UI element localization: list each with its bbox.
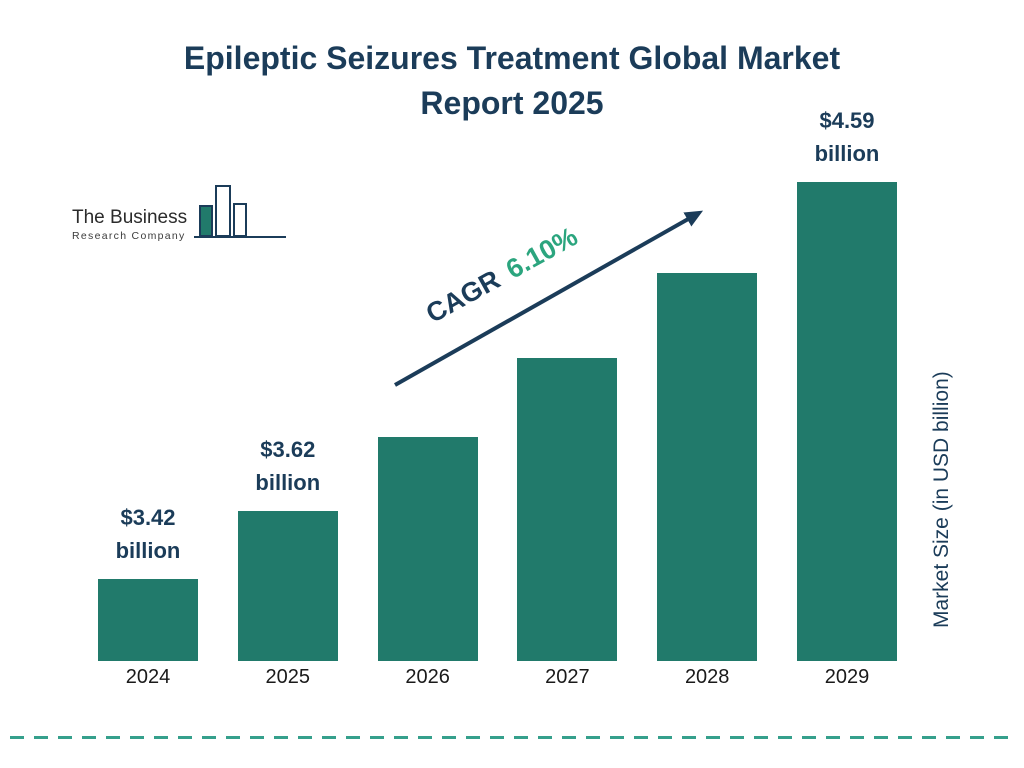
- logo-text: The Business Research Company: [72, 207, 187, 242]
- logo: The Business Research Company: [72, 180, 289, 242]
- x-tick-2026: 2026: [405, 666, 450, 688]
- bar-2028: [657, 273, 758, 661]
- logo-subname: Research Company: [72, 230, 186, 242]
- logo-bars-icon: [194, 185, 287, 238]
- bar-2026: [377, 437, 478, 661]
- chart-title-line1: Epileptic Seizures Treatment Global Mark…: [183, 40, 841, 76]
- bar-2029: [797, 182, 897, 661]
- x-tick-2025: 2025: [265, 666, 311, 688]
- bar-2025: [237, 511, 338, 661]
- x-tick-2029: 2029: [824, 666, 870, 688]
- y-axis-label: Market Size (in USD billion): [930, 371, 953, 629]
- logo-name: The Business: [72, 207, 188, 228]
- chart-title-line2: Report 2025: [420, 85, 604, 122]
- value-label-2025: $3.62 billion: [255, 437, 321, 495]
- x-tick-2028: 2028: [684, 666, 730, 688]
- x-tick-2024: 2024: [125, 666, 171, 688]
- value-label-2029: $4.59 billion: [814, 108, 880, 166]
- bar-2024: [98, 579, 198, 661]
- bar-2027: [517, 358, 618, 661]
- cagr-arrow-icon: [394, 210, 704, 387]
- value-label-2024: $3.42 billion: [115, 505, 181, 563]
- bottom-dashed-line: [10, 736, 1014, 739]
- chart-title: Epileptic Seizures Treatment Global Mark…: [112, 36, 912, 127]
- x-tick-2027: 2027: [545, 666, 590, 688]
